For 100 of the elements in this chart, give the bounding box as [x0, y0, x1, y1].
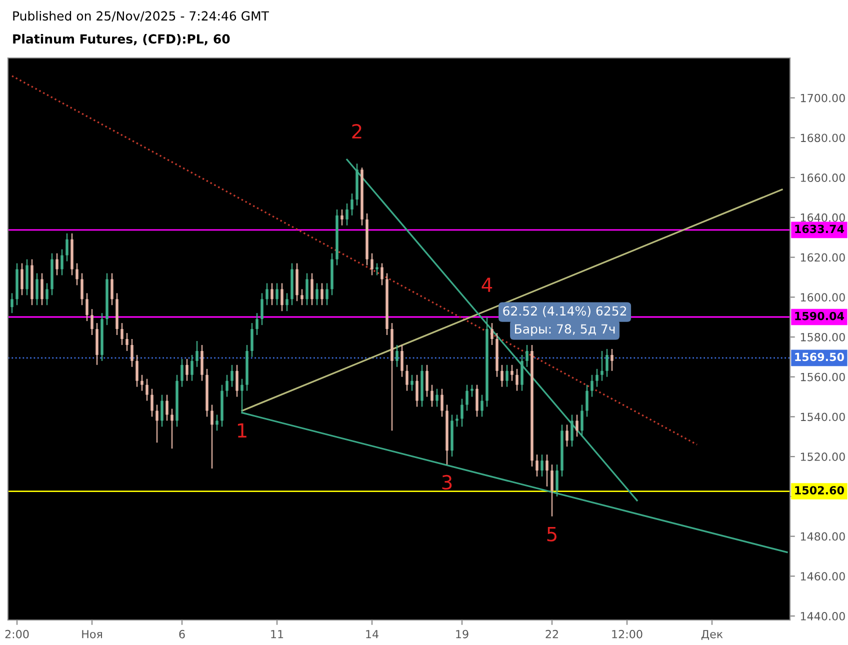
candlestick — [550, 464, 554, 517]
y-tick-label: 1580.00 — [800, 332, 845, 342]
candlestick — [270, 282, 274, 306]
x-tick-label: 2:00 — [5, 630, 29, 638]
candlestick — [520, 354, 524, 392]
x-tick-label: Ноя — [82, 630, 102, 638]
candlestick — [400, 344, 404, 378]
annotation: Бары: 78, 5д 7ч — [515, 324, 615, 336]
chart-subtitle: Published on 25/Nov/2025 - 7:24:46 GMT — [13, 10, 269, 22]
y-tick-label: 1600.00 — [800, 293, 845, 302]
candlestick — [410, 374, 414, 392]
candlestick — [110, 272, 114, 306]
candlestick — [596, 368, 598, 388]
annotation: 62.52 (4.14%) 6252 — [503, 306, 626, 318]
chart-title: Platinum Futures, (CFD):PL, 60 — [13, 34, 230, 46]
candlestick — [506, 364, 508, 388]
x-tick-label: 6 — [179, 630, 185, 638]
candlestick — [286, 292, 288, 312]
candlestick — [576, 414, 578, 438]
candlestick — [20, 262, 24, 296]
y-tick-label: 1540.00 — [800, 412, 845, 422]
candlestick — [556, 464, 558, 497]
y-tick-label: 1440.00 — [800, 612, 845, 620]
candlestick — [600, 350, 604, 382]
y-tick-label: 1700.00 — [800, 94, 845, 102]
candlestick — [326, 282, 328, 306]
candlestick — [260, 292, 264, 326]
candlestick — [280, 282, 284, 312]
candlestick — [300, 288, 304, 306]
candlestick — [266, 282, 268, 306]
candlestick — [396, 344, 398, 368]
candlestick — [56, 252, 58, 276]
candlestick — [200, 344, 204, 382]
candlestick — [466, 384, 468, 412]
candlestick — [350, 192, 354, 216]
candlestick — [480, 394, 484, 418]
candlestick — [66, 232, 68, 262]
candlestick — [60, 248, 64, 276]
candlestick — [346, 202, 348, 226]
candlestick — [46, 282, 48, 306]
candlestick — [186, 358, 188, 382]
candlestick — [580, 404, 584, 438]
candlestick — [606, 348, 608, 378]
candlestick — [590, 374, 594, 398]
candlestick — [76, 262, 78, 286]
candlestick — [10, 292, 14, 314]
annotation: 5 — [547, 527, 556, 542]
ref-line-label: 1569.50 — [795, 352, 844, 362]
x-tick-label: 19 — [456, 630, 468, 638]
candlestick — [416, 374, 418, 408]
candlestick — [380, 262, 384, 286]
candlestick — [320, 282, 324, 306]
candlestick — [340, 208, 344, 226]
candlestick — [120, 322, 124, 346]
candlestick — [226, 374, 228, 398]
candlestick — [36, 272, 38, 306]
candlestick — [90, 308, 94, 336]
y-tick-label: 1560.00 — [800, 372, 845, 382]
candlestick — [256, 312, 258, 336]
candlestick — [316, 282, 318, 306]
candlestick — [490, 322, 494, 346]
candlestick — [26, 258, 28, 296]
candlestick — [570, 414, 574, 448]
candlestick — [536, 454, 538, 478]
candlestick — [40, 272, 44, 306]
y-tick-label: 1520.00 — [800, 452, 845, 461]
candlestick — [236, 364, 238, 398]
candlestick — [426, 364, 428, 398]
candlestick — [150, 388, 154, 418]
x-tick-label: 12:00 — [612, 630, 642, 638]
annotation: 3 — [442, 474, 452, 490]
candlestick — [196, 340, 198, 368]
candlestick — [130, 338, 134, 368]
candlestick — [146, 378, 148, 402]
x-tick-label: 11 — [271, 630, 284, 638]
candlestick — [610, 348, 614, 372]
candlestick — [430, 384, 434, 408]
candlestick — [180, 358, 184, 388]
y-tick-label: 1480.00 — [800, 532, 845, 541]
candlestick — [460, 398, 464, 428]
annotation: 4 — [482, 278, 492, 292]
candlestick — [86, 292, 88, 322]
candlestick — [230, 364, 234, 388]
candlestick — [170, 408, 174, 450]
y-tick-label: 1640.00 — [800, 213, 845, 222]
candlestick — [456, 414, 458, 428]
candlestick — [276, 282, 278, 306]
candlestick — [310, 272, 314, 306]
y-tick-label: 1620.00 — [800, 253, 845, 262]
candlestick — [546, 454, 548, 488]
candlestick — [190, 354, 194, 382]
candlestick — [140, 374, 144, 392]
ref-line-label: 1633.74 — [795, 224, 844, 234]
annotation: 2 — [352, 124, 362, 138]
candlestick — [126, 332, 128, 352]
candlestick — [250, 322, 254, 358]
candlestick — [166, 394, 168, 422]
candlestick — [510, 364, 514, 382]
candlestick — [136, 354, 138, 388]
candlestick — [500, 364, 504, 388]
